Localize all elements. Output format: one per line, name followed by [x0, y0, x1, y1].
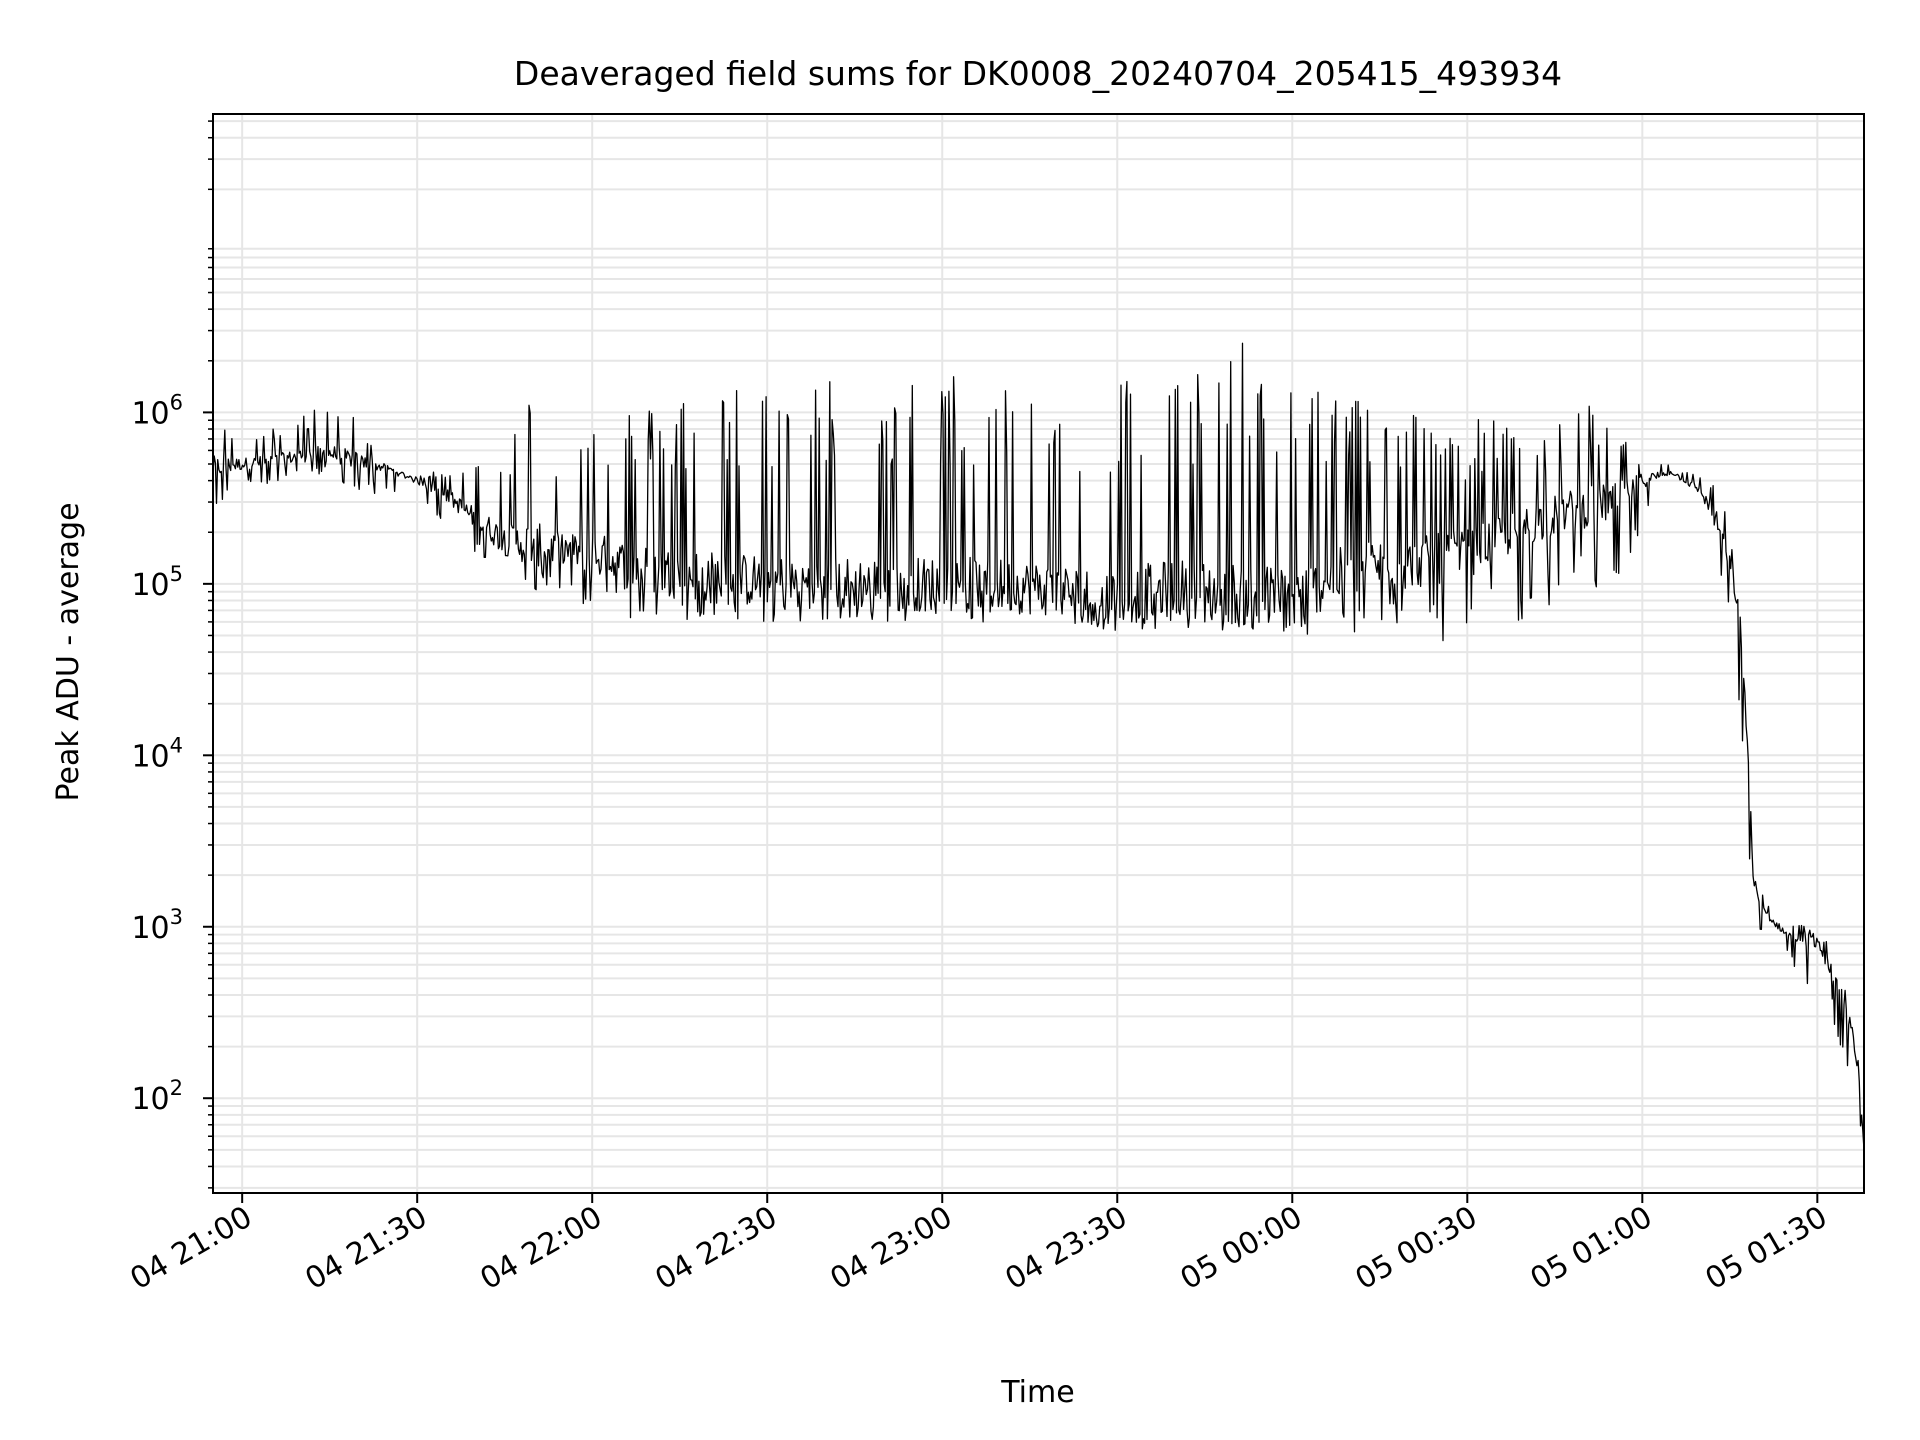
plot-frame: [212, 113, 1865, 1194]
y-axis-label: Peak ADU - average: [51, 502, 86, 801]
series-layer: [212, 342, 1865, 1150]
chart-title: Deaveraged field sums for DK0008_2024070…: [514, 54, 1562, 93]
series-line: [212, 342, 1865, 1150]
y-tick-label: 104: [131, 733, 183, 774]
y-tick-label: 106: [131, 390, 183, 431]
y-tick-label: 102: [131, 1076, 183, 1117]
y-tick-label: 103: [131, 905, 183, 946]
major-gridlines: [213, 114, 1864, 1193]
x-axis-label: Time: [1000, 1375, 1074, 1410]
y-tick-label: 105: [131, 562, 183, 603]
